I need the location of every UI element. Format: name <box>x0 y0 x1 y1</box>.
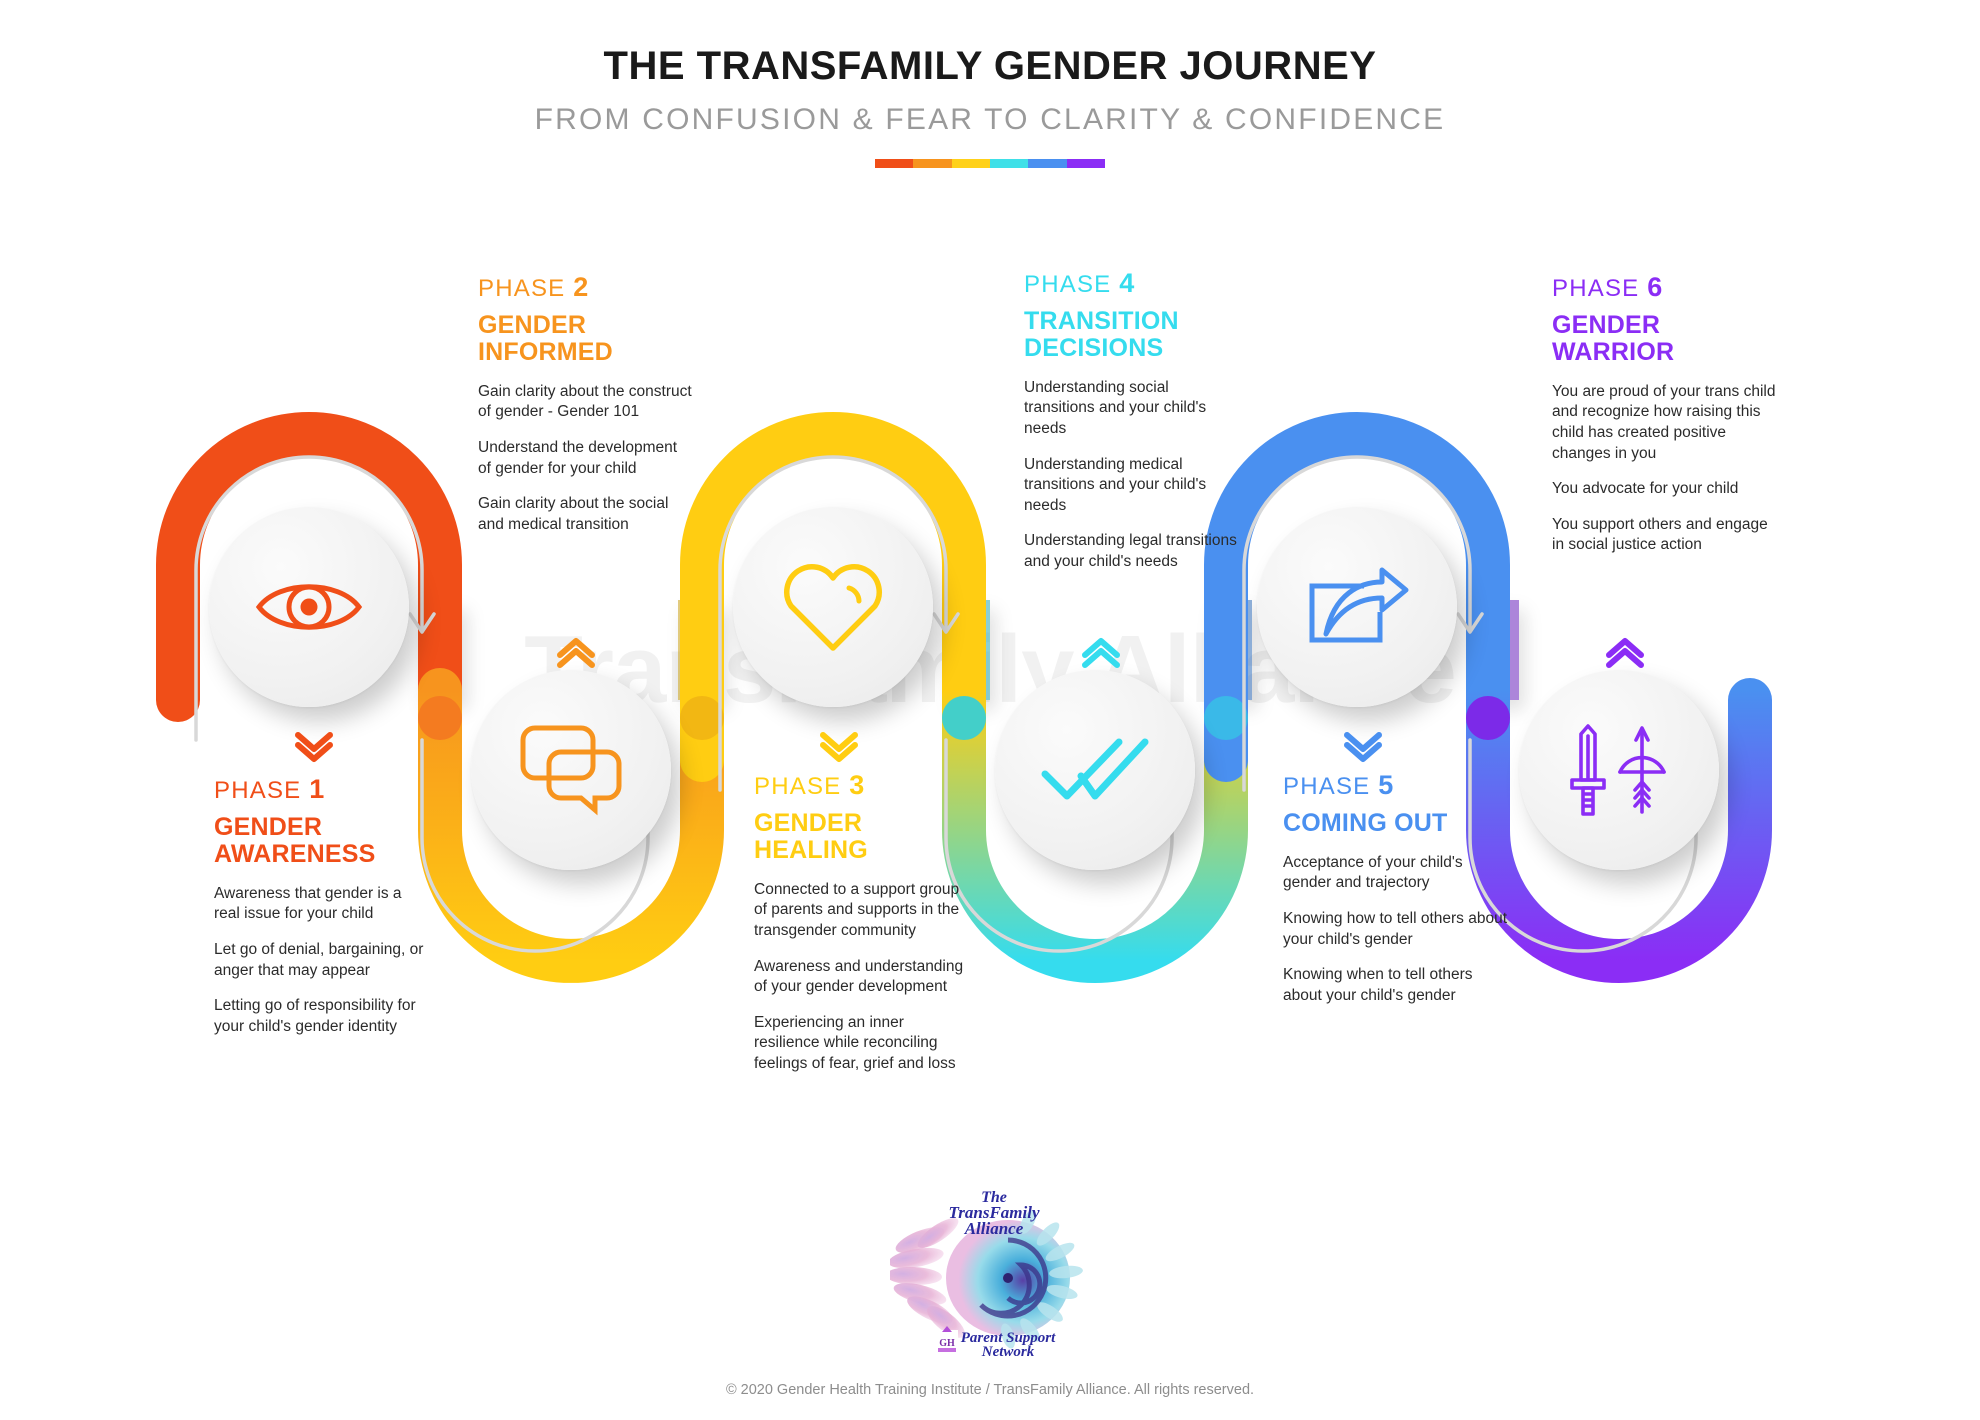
bullet: Understand the development of gender for… <box>478 438 678 477</box>
phase-bullets-3: Connected to a support group of parents … <box>754 880 969 1075</box>
phase-bullets-4: Understanding social transitions and you… <box>1024 378 1239 573</box>
phase-name-4: TRANSITION DECISIONS <box>1024 306 1179 362</box>
page-title: THE TRANSFAMILY GENDER JOURNEY <box>603 44 1377 88</box>
gh-badge-icon: GH <box>936 1326 958 1354</box>
phase-name-3: GENDER HEALING <box>754 808 868 864</box>
phase-name-1: GENDER AWARENESS <box>214 812 376 868</box>
phase-kicker-6: PHASE 6 <box>1552 272 1664 302</box>
phase-node-5[interactable] <box>1257 507 1457 707</box>
bullet: Gain clarity about the social and medica… <box>478 495 669 533</box>
share-arrow-icon <box>1304 566 1410 648</box>
phase-kicker-5: PHASE 5 <box>1283 770 1395 800</box>
phase-node-6[interactable] <box>1519 670 1719 870</box>
phase-block-1: PHASE 1 GENDER AWARENESS Awareness that … <box>214 774 429 1038</box>
logo-line-5: Network <box>981 1344 1035 1360</box>
color-swatch-4 <box>989 159 1029 168</box>
bullet: Awareness and understanding of your gend… <box>754 957 964 996</box>
bullet: Knowing when to tell others about your c… <box>1283 966 1473 1004</box>
phase-block-5: PHASE 5 COMING OUT Acceptance of your ch… <box>1283 770 1513 1007</box>
color-swatch-2 <box>913 159 952 168</box>
phase-block-2: PHASE 2 GENDER INFORMED Gain clarity abo… <box>478 272 693 536</box>
logo-line-1: The <box>981 1189 1007 1206</box>
phase-name-5: COMING OUT <box>1283 808 1448 837</box>
chat-bubbles-icon <box>519 724 623 816</box>
svg-text:GH: GH <box>939 1338 955 1349</box>
chevron-up-icon-phase-4 <box>1080 636 1122 675</box>
sword-bow-icon <box>1566 720 1672 820</box>
chevron-up-icon-phase-6 <box>1604 636 1646 675</box>
phase-kicker-4: PHASE 4 <box>1024 268 1136 298</box>
phase-bullets-6: You are proud of your trans child and re… <box>1552 382 1782 556</box>
logo-line-2: TransFamily <box>949 1203 1040 1222</box>
bullet: Understanding medical transitions and yo… <box>1024 455 1207 514</box>
phase-block-4: PHASE 4 TRANSITION DECISIONS Understandi… <box>1024 268 1239 573</box>
phase-bullets-5: Acceptance of your child's gender and tr… <box>1283 853 1513 1007</box>
phase-name-6: GENDER WARRIOR <box>1552 310 1675 366</box>
bullet: Let go of denial, bargaining, or anger t… <box>214 940 424 979</box>
bullet: Connected to a support group of parents … <box>754 880 960 939</box>
copyright-footer: © 2020 Gender Health Training Institute … <box>725 1382 1255 1398</box>
color-legend-bar <box>875 159 1105 168</box>
phase-kicker-1: PHASE 1 <box>214 774 326 804</box>
bullet: You support others and engage in social … <box>1552 515 1768 554</box>
phase-bullets-2: Gain clarity about the construct of gend… <box>478 382 693 536</box>
phase-bullets-1: Awareness that gender is a real issue fo… <box>214 884 429 1038</box>
phase-name-2: GENDER INFORMED <box>478 310 613 366</box>
phase-kicker-3: PHASE 3 <box>754 770 866 800</box>
eye-icon <box>254 572 364 642</box>
bullet: Knowing how to tell others about your ch… <box>1283 909 1508 948</box>
bullet: Letting go of responsibility for your ch… <box>214 997 416 1035</box>
bullet: Understanding legal transitions and your… <box>1024 532 1237 570</box>
bullet: Experiencing an inner resilience while r… <box>754 1013 956 1072</box>
bullet: You are proud of your trans child and re… <box>1552 382 1776 462</box>
phase-block-6: PHASE 6 GENDER WARRIOR You are proud of … <box>1552 272 1782 556</box>
heart-icon <box>781 560 885 654</box>
phase-kicker-2: PHASE 2 <box>478 272 590 302</box>
bullet: Understanding social transitions and you… <box>1024 378 1207 437</box>
organization-logo: The TransFamily Alliance Parent Support … <box>890 1178 1090 1363</box>
color-swatch-1 <box>875 159 914 168</box>
bullet: Acceptance of your child's gender and tr… <box>1283 853 1463 892</box>
phase-node-3[interactable] <box>733 507 933 707</box>
double-check-icon <box>1039 732 1151 808</box>
logo-line-3: Alliance <box>964 1219 1024 1238</box>
phase-node-1[interactable] <box>209 507 409 707</box>
color-swatch-6 <box>1066 159 1105 168</box>
chevron-down-icon-phase-3 <box>818 730 860 769</box>
color-swatch-5 <box>1028 159 1067 168</box>
logo-line-4: Parent Support <box>961 1330 1056 1346</box>
chevron-up-icon-phase-2 <box>555 636 597 675</box>
logo-graphic: The TransFamily Alliance Parent Support … <box>890 1189 1083 1360</box>
page-subtitle: FROM CONFUSION & FEAR TO CLARITY & CONFI… <box>534 103 1446 136</box>
phase-block-3: PHASE 3 GENDER HEALING Connected to a su… <box>754 770 969 1075</box>
bullet: You advocate for your child <box>1552 480 1739 498</box>
bullet: Gain clarity about the construct of gend… <box>478 382 692 421</box>
color-swatch-3 <box>951 159 990 168</box>
bullet: Awareness that gender is a real issue fo… <box>214 884 402 923</box>
header: THE TRANSFAMILY GENDER JOURNEY FROM CONF… <box>0 0 1980 168</box>
phase-node-2[interactable] <box>471 670 671 870</box>
chevron-down-icon-phase-5 <box>1342 730 1384 769</box>
chevron-down-icon-phase-1 <box>293 730 335 769</box>
phase-node-4[interactable] <box>995 670 1195 870</box>
